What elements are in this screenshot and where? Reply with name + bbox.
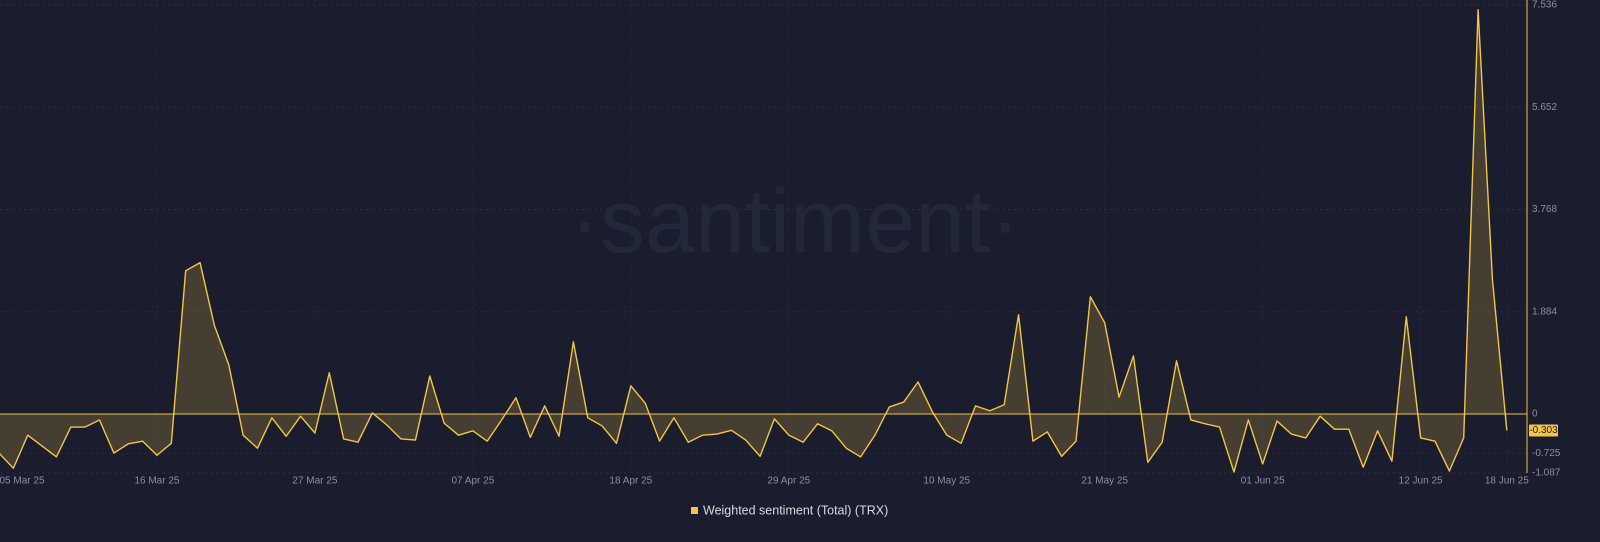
x-tick-label: 18 Jun 25 (1485, 476, 1529, 487)
last-value-badge (1529, 424, 1558, 437)
x-tick-label: 10 May 25 (923, 476, 970, 487)
legend-swatch (691, 507, 698, 514)
last-value-label: -0.303 (1529, 425, 1558, 436)
x-tick-label: 01 Jun 25 (1241, 476, 1285, 487)
y-tick-label: 5.652 (1532, 102, 1557, 113)
x-tick-label: 05 Mar 25 (0, 476, 45, 487)
x-tick-label: 18 Apr 25 (609, 476, 652, 487)
y-tick-label: 3.768 (1532, 204, 1557, 215)
area (0, 9, 1507, 473)
x-tick-label: 21 May 25 (1081, 476, 1128, 487)
watermark: ·santiment· (570, 172, 1020, 272)
x-tick-label: 12 Jun 25 (1399, 476, 1443, 487)
y-tick-label: -0.725 (1532, 448, 1561, 459)
x-tick-label: 29 Apr 25 (767, 476, 810, 487)
y-tick-label: 0 (1532, 409, 1538, 420)
x-tick-label: 16 Mar 25 (134, 476, 179, 487)
y-tick-label: -1.087 (1532, 468, 1561, 479)
line (0, 8, 1508, 473)
y-tick-label: 7.536 (1532, 0, 1557, 11)
x-tick-label: 27 Mar 25 (292, 476, 337, 487)
y-tick-label: 1.884 (1532, 306, 1557, 317)
legend-label: Weighted sentiment (Total) (TRX) (703, 503, 888, 517)
x-tick-label: 07 Apr 25 (451, 476, 494, 487)
